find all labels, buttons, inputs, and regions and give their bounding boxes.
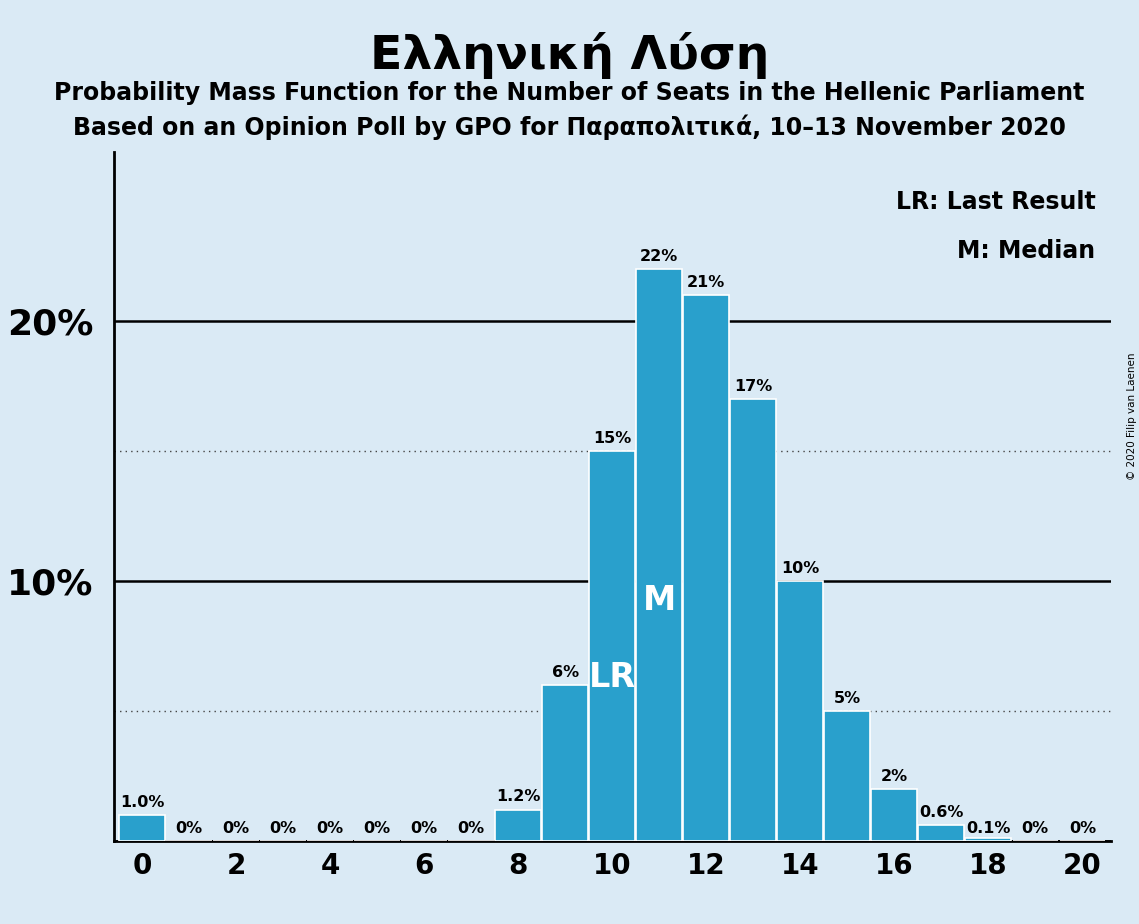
Text: 0%: 0%	[458, 821, 485, 835]
Text: 0%: 0%	[1022, 821, 1049, 835]
Text: 0.1%: 0.1%	[966, 821, 1010, 835]
Bar	[542, 685, 588, 841]
Text: © 2020 Filip van Laenen: © 2020 Filip van Laenen	[1126, 352, 1137, 480]
Text: 0%: 0%	[222, 821, 249, 835]
Bar	[778, 581, 823, 841]
Text: 22%: 22%	[640, 249, 679, 264]
Text: 6%: 6%	[551, 664, 579, 680]
Text: M: M	[642, 584, 675, 617]
Text: 5%: 5%	[834, 691, 861, 706]
Text: 0%: 0%	[1068, 821, 1096, 835]
Text: 1.2%: 1.2%	[495, 789, 540, 805]
Bar	[918, 825, 964, 841]
Text: 21%: 21%	[687, 275, 726, 290]
Text: 1.0%: 1.0%	[120, 795, 164, 809]
Bar	[637, 270, 682, 841]
Text: 0%: 0%	[317, 821, 344, 835]
Bar	[683, 296, 729, 841]
Text: Ελληνική Λύση: Ελληνική Λύση	[370, 32, 769, 79]
Text: 0%: 0%	[175, 821, 203, 835]
Bar	[871, 789, 917, 841]
Bar	[730, 399, 776, 841]
Bar	[825, 711, 870, 841]
Text: 0%: 0%	[410, 821, 437, 835]
Bar	[120, 815, 165, 841]
Bar	[589, 451, 636, 841]
Text: M: Median: M: Median	[958, 238, 1096, 262]
Bar	[966, 838, 1011, 841]
Text: 17%: 17%	[735, 379, 772, 394]
Text: Based on an Opinion Poll by GPO for Παραπολιτικά, 10–13 November 2020: Based on an Opinion Poll by GPO for Παρα…	[73, 115, 1066, 140]
Text: 0%: 0%	[363, 821, 391, 835]
Text: 2%: 2%	[880, 769, 908, 784]
Text: Probability Mass Function for the Number of Seats in the Hellenic Parliament: Probability Mass Function for the Number…	[55, 81, 1084, 105]
Text: LR: Last Result: LR: Last Result	[896, 190, 1096, 214]
Text: LR: LR	[589, 661, 636, 694]
Text: 10%: 10%	[781, 561, 819, 576]
Text: 0.6%: 0.6%	[919, 805, 964, 821]
Text: 15%: 15%	[593, 431, 631, 446]
Text: 0%: 0%	[270, 821, 296, 835]
Bar	[495, 809, 541, 841]
